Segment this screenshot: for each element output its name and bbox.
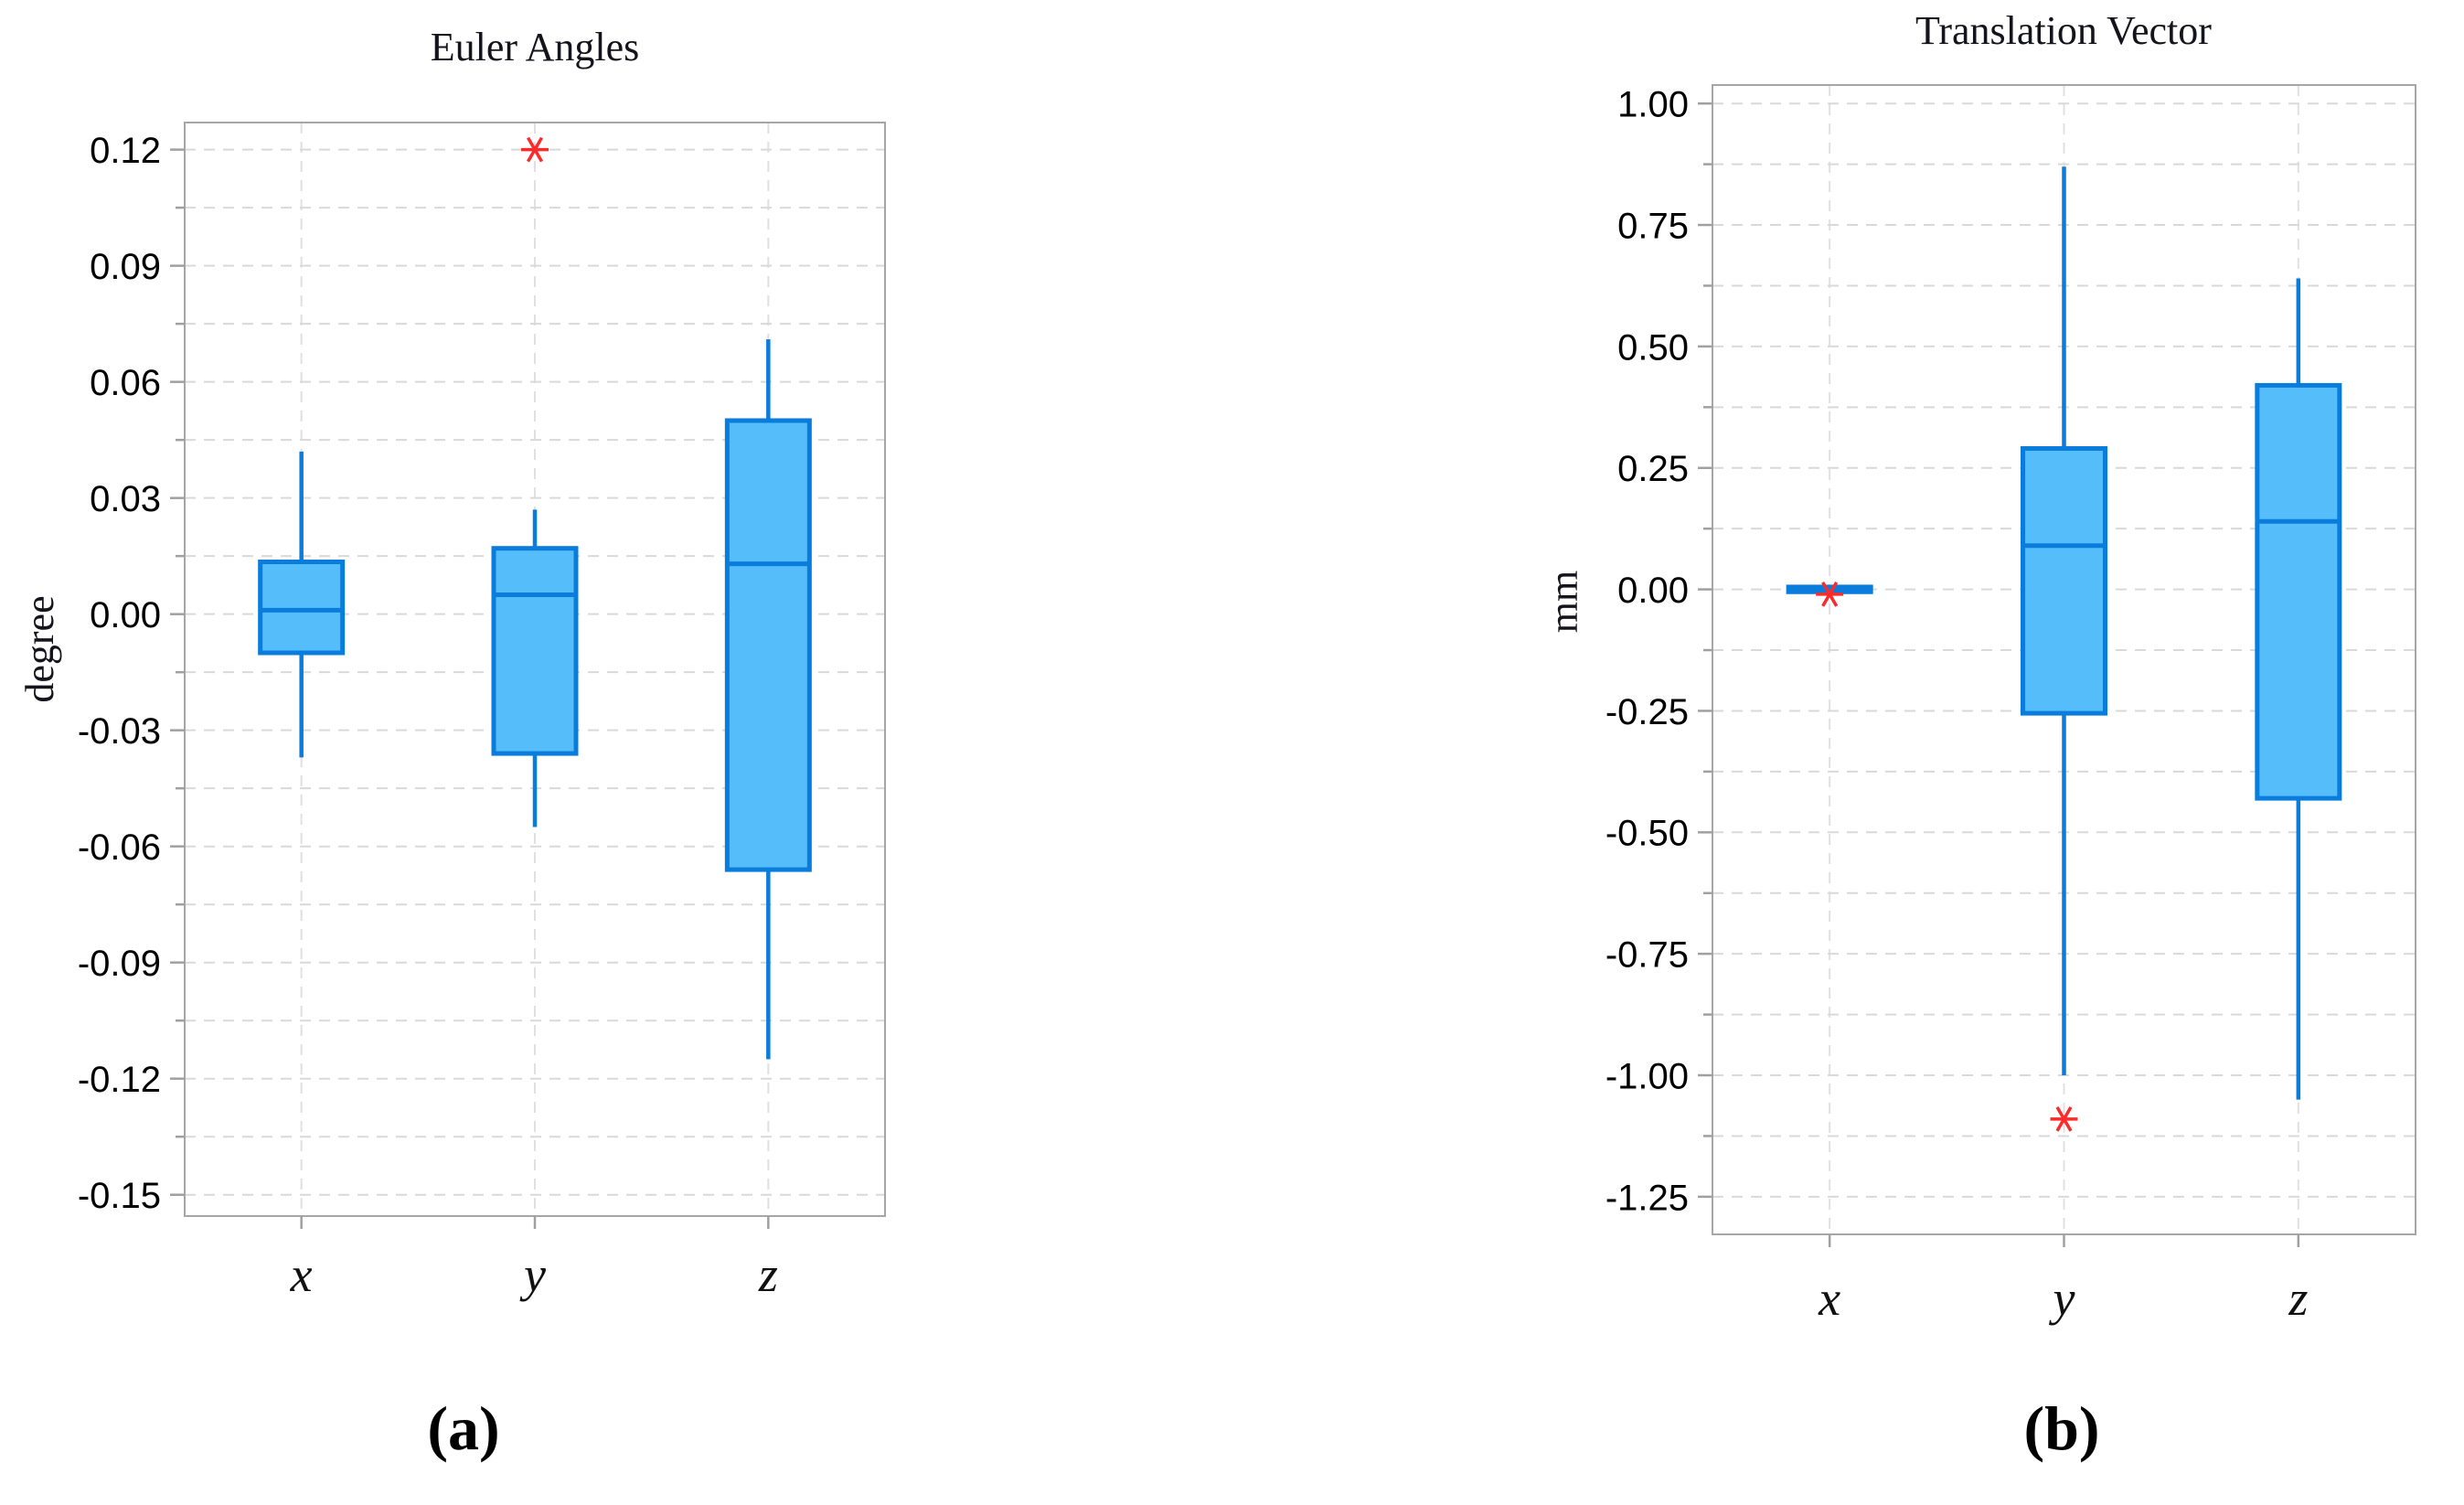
box bbox=[491, 546, 579, 756]
y-tick-label: 0.03 bbox=[90, 479, 161, 519]
category-label: x bbox=[290, 1247, 313, 1302]
y-tick-label: 0.25 bbox=[1617, 449, 1689, 489]
outlier-asterisk bbox=[1821, 582, 1839, 607]
y-tick-label: -0.25 bbox=[1605, 692, 1689, 732]
chart-a-title: Euler Angles bbox=[430, 25, 640, 69]
y-tick-label: -0.75 bbox=[1605, 935, 1689, 976]
caption-a: (a) bbox=[427, 1393, 500, 1463]
y-tick-label: -0.06 bbox=[78, 827, 161, 868]
chart-b-title: Translation Vector bbox=[1915, 8, 2212, 53]
y-tick-label: 0.00 bbox=[90, 595, 161, 635]
box bbox=[2255, 382, 2342, 801]
y-tick-label: 0.12 bbox=[90, 131, 161, 171]
y-tick-label: -1.25 bbox=[1605, 1178, 1689, 1218]
box bbox=[724, 418, 812, 872]
outlier-asterisk bbox=[2055, 1105, 2073, 1132]
y-tick-label: -0.50 bbox=[1605, 814, 1689, 854]
category-label: z bbox=[2288, 1271, 2308, 1326]
chart-b-ylabel: mm bbox=[1541, 570, 1586, 634]
y-tick-label: -1.00 bbox=[1605, 1056, 1689, 1096]
category-label: y bbox=[519, 1247, 546, 1302]
caption-b: (b) bbox=[2023, 1393, 2100, 1463]
outlier-asterisk bbox=[526, 136, 544, 163]
y-tick-label: -0.12 bbox=[78, 1060, 161, 1100]
y-tick-label: 0.00 bbox=[1617, 571, 1689, 611]
category-label: z bbox=[758, 1247, 778, 1302]
y-tick-label: 0.75 bbox=[1617, 206, 1689, 246]
category-label: y bbox=[2049, 1271, 2075, 1326]
y-tick-label: 0.09 bbox=[90, 247, 161, 287]
y-tick-label: -0.09 bbox=[78, 944, 161, 984]
y-tick-label: 0.50 bbox=[1617, 327, 1689, 368]
y-tick-label: 1.00 bbox=[1617, 85, 1689, 125]
y-tick-label: -0.15 bbox=[78, 1176, 161, 1216]
y-tick-label: -0.03 bbox=[78, 711, 161, 752]
chart-a-ylabel: degree bbox=[17, 595, 62, 703]
box bbox=[258, 560, 346, 656]
y-tick-label: 0.06 bbox=[90, 363, 161, 403]
category-label: x bbox=[1818, 1271, 1840, 1326]
box bbox=[2021, 445, 2107, 716]
